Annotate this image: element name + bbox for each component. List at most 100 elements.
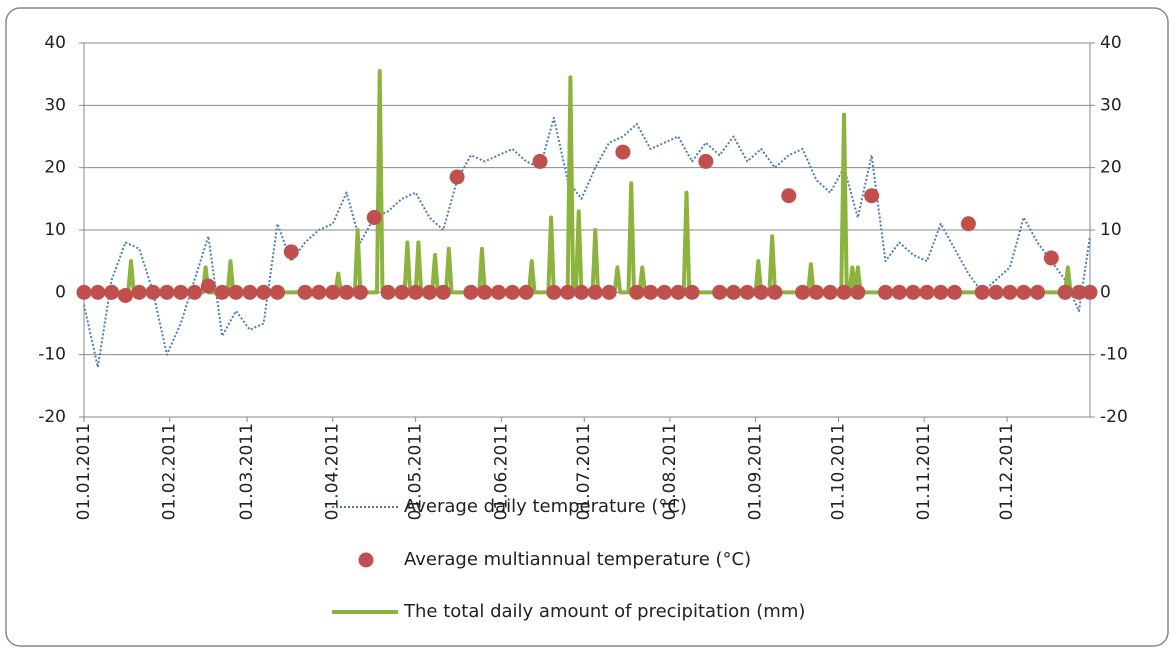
marker [739, 284, 755, 300]
y2-tick-label: 30 [1100, 95, 1122, 115]
marker [76, 284, 92, 300]
marker [339, 284, 355, 300]
marker [960, 216, 976, 232]
marker [573, 284, 589, 300]
marker [366, 210, 382, 226]
x-tick-label: 01.04.2011 [323, 423, 343, 520]
marker [781, 188, 797, 204]
marker [380, 284, 396, 300]
marker [145, 284, 161, 300]
marker [532, 153, 548, 169]
marker [601, 284, 617, 300]
marker [643, 284, 659, 300]
marker [795, 284, 811, 300]
marker [670, 284, 686, 300]
marker [297, 284, 313, 300]
legend-label: The total daily amount of precipitation … [403, 601, 805, 622]
marker [1082, 284, 1098, 300]
x-tick-label: 01.07.2011 [574, 423, 594, 520]
marker [283, 244, 299, 260]
marker [725, 284, 741, 300]
marker [187, 284, 203, 300]
y2-tick-label: 20 [1100, 158, 1122, 178]
marker [1029, 284, 1045, 300]
legend-label: Average multiannual temperature (°C) [404, 549, 751, 570]
marker [228, 284, 244, 300]
marker [822, 284, 838, 300]
marker [947, 284, 963, 300]
marker [463, 284, 479, 300]
marker [767, 284, 783, 300]
grid [79, 42, 1095, 422]
marker [173, 284, 189, 300]
marker [1002, 284, 1018, 300]
y2-tick-label: -10 [1100, 345, 1128, 365]
y-tick-label: -10 [38, 345, 66, 365]
marker [1043, 250, 1059, 266]
marker [269, 284, 285, 300]
x-tick-label: 01.01.2011 [74, 423, 94, 520]
y2-tick-label: -20 [1100, 407, 1128, 427]
marker [587, 284, 603, 300]
x-tick-label: 01.05.2011 [406, 423, 426, 520]
x-tick-label: 01.12.2011 [997, 423, 1017, 520]
marker [836, 284, 852, 300]
marker [560, 284, 576, 300]
marker [325, 284, 341, 300]
x-tick-label: 01.08.2011 [660, 423, 680, 520]
marker [698, 153, 714, 169]
marker [200, 278, 216, 294]
marker [877, 284, 893, 300]
marker [864, 188, 880, 204]
marker [629, 284, 645, 300]
marker [435, 284, 451, 300]
marker [104, 284, 120, 300]
marker [518, 284, 534, 300]
marker [214, 284, 230, 300]
marker [656, 284, 672, 300]
y-tick-label: 20 [44, 158, 66, 178]
marker [905, 284, 921, 300]
x-tick-label: 01.09.2011 [746, 423, 766, 520]
y2-tick-label: 0 [1100, 282, 1111, 302]
legend-swatch [358, 552, 374, 568]
x-tick-label: 01.02.2011 [160, 423, 180, 520]
series-line [83, 116, 1091, 369]
marker [1016, 284, 1032, 300]
marker [477, 284, 493, 300]
y-tick-label: -20 [38, 407, 66, 427]
marker [117, 287, 133, 303]
marker [615, 144, 631, 160]
y2-tick-label: 40 [1100, 33, 1122, 53]
marker [988, 284, 1004, 300]
y-tick-label: 0 [55, 282, 66, 302]
labels: -20 -10 0 10 20 30 40 -20 -10 0 10 20 30 40 01.01.2011… [38, 33, 1128, 622]
marker [131, 284, 147, 300]
marker [491, 284, 507, 300]
marker [449, 169, 465, 185]
marker [408, 284, 424, 300]
x-tick-label: 01.11.2011 [914, 423, 934, 520]
marker [242, 284, 258, 300]
marker [753, 284, 769, 300]
series-line [84, 69, 1090, 295]
marker [256, 284, 272, 300]
marker [504, 284, 520, 300]
marker [808, 284, 824, 300]
marker [684, 284, 700, 300]
marker [933, 284, 949, 300]
marker [919, 284, 935, 300]
marker [352, 284, 368, 300]
marker [421, 284, 437, 300]
marker [90, 284, 106, 300]
marker [1071, 284, 1087, 300]
x-tick-label: 01.03.2011 [237, 423, 257, 520]
marker [159, 284, 175, 300]
marker [1057, 284, 1073, 300]
marker [974, 284, 990, 300]
legend-label: Average daily temperature (°C) [404, 496, 687, 517]
marker [891, 284, 907, 300]
marker [712, 284, 728, 300]
